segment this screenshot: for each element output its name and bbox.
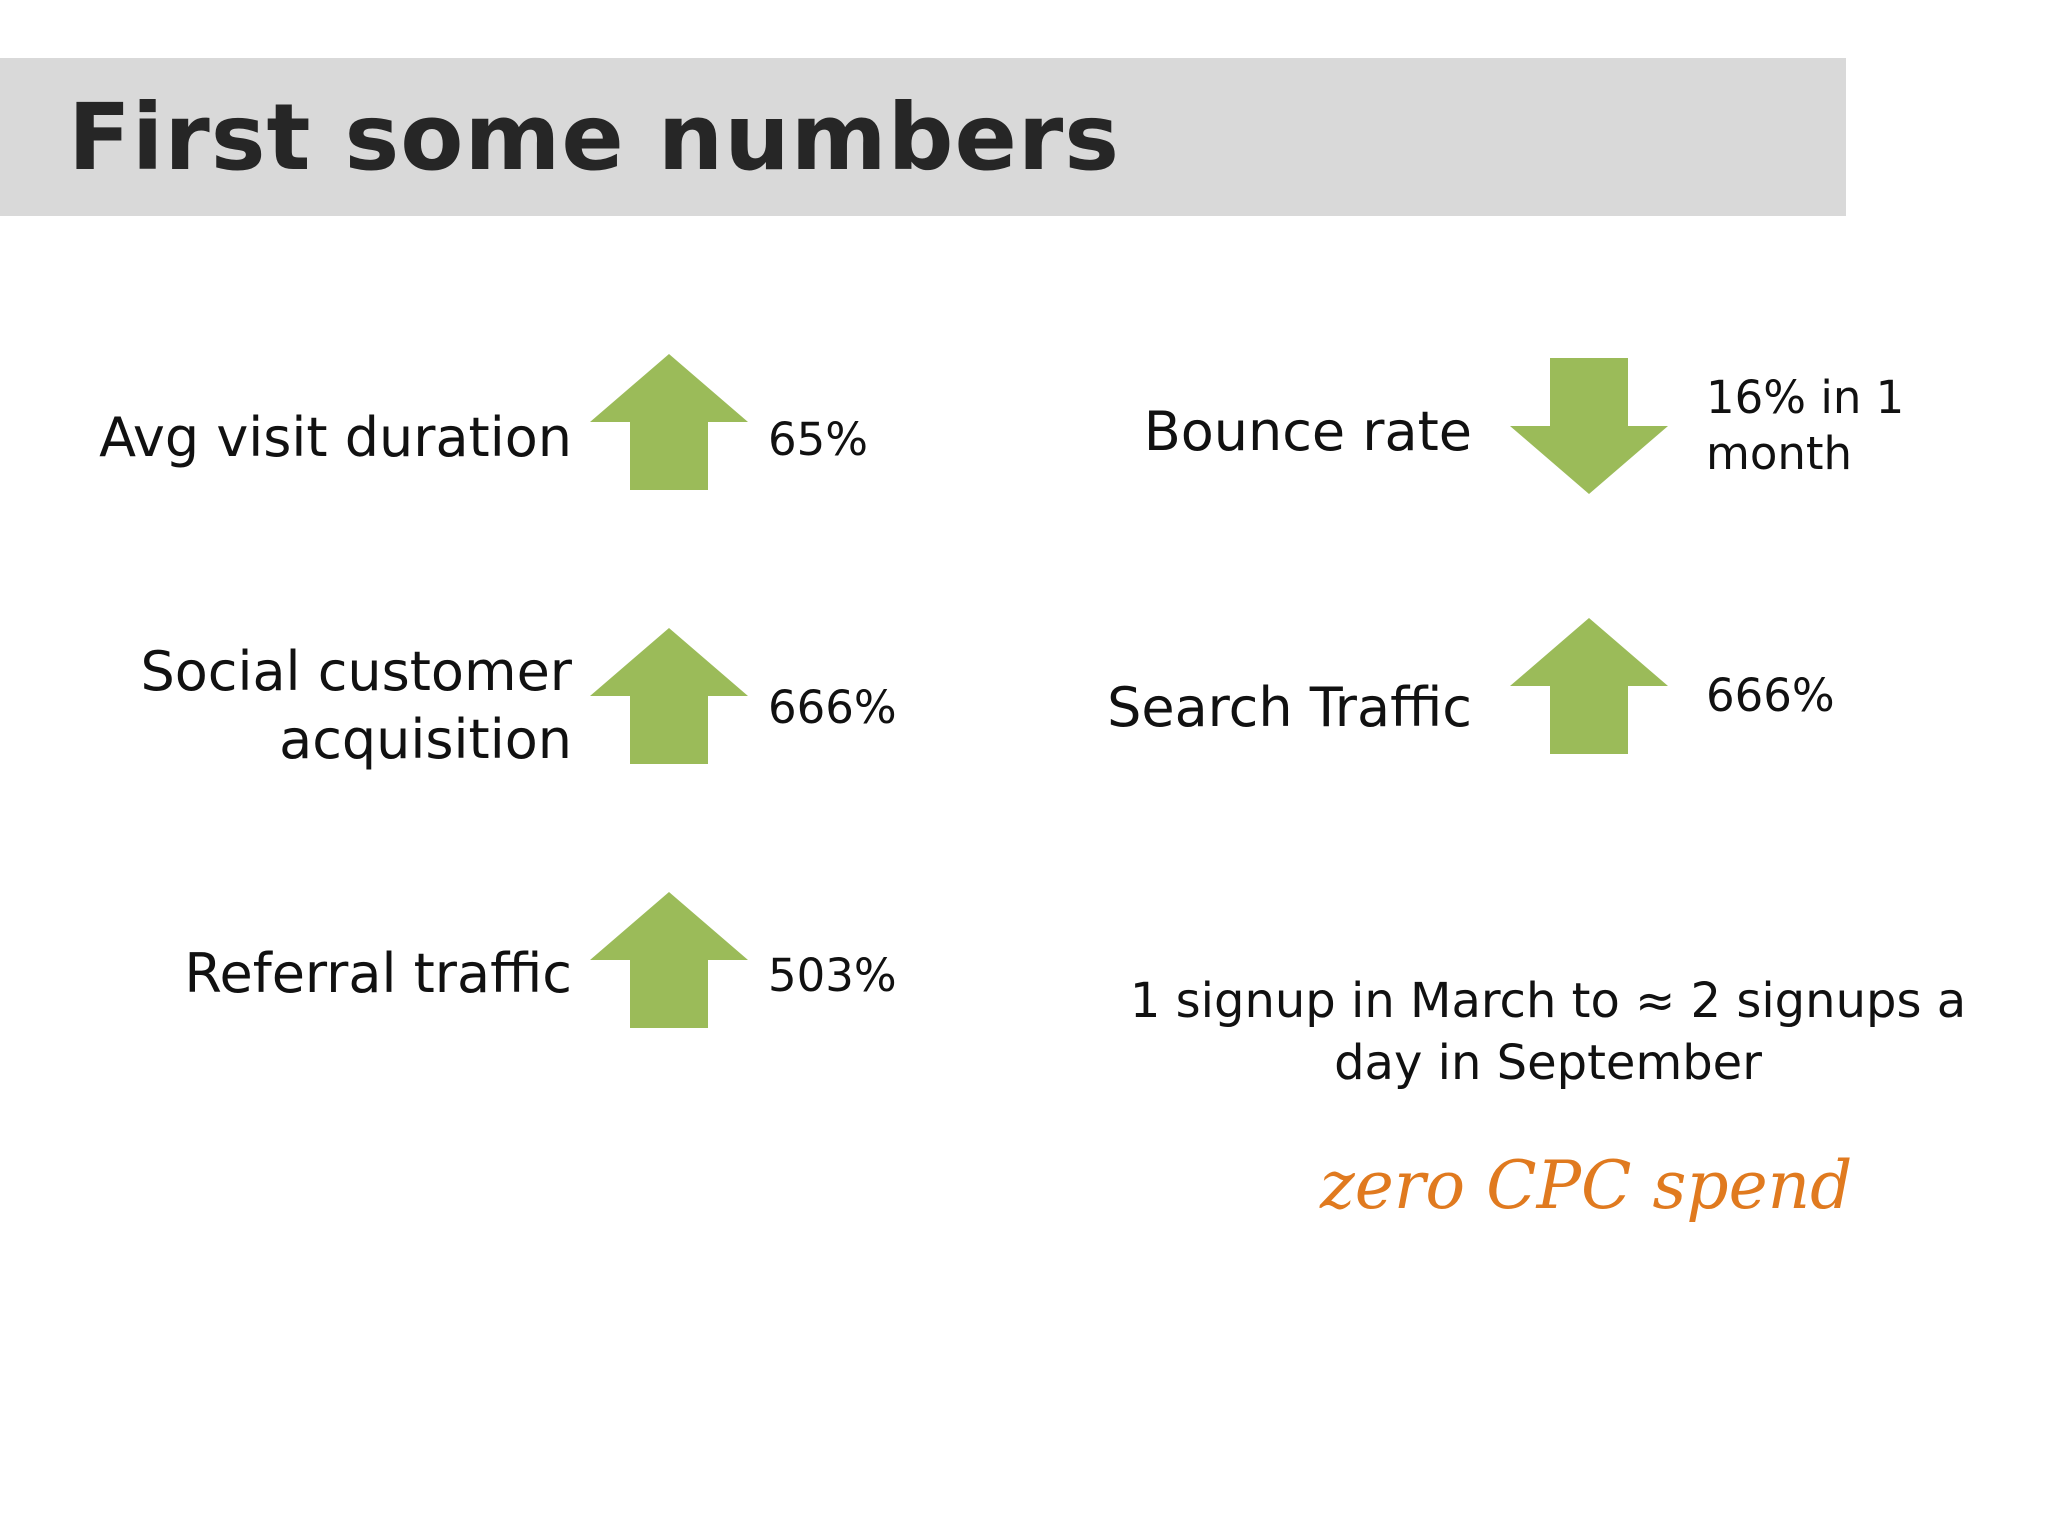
metric-value-bounce-rate: 16% in 1 month [1706, 371, 1905, 480]
metric-label-referral-traffic: Referral traffic [184, 942, 572, 1005]
title-bar [0, 58, 1846, 216]
metric-label-avg-visit-duration: Avg visit duration [99, 406, 572, 469]
cpc-note: zero CPC spend [1320, 1147, 1853, 1224]
metric-value-social-customer-acquisition: 666% [768, 681, 897, 734]
up-arrow-icon [1510, 618, 1668, 754]
metric-value-search-traffic: 666% [1706, 669, 1835, 722]
metric-label-bounce-rate: Bounce rate [1143, 400, 1472, 463]
up-arrow-icon [590, 628, 748, 764]
up-arrow-icon [590, 354, 748, 490]
up-arrow-icon [590, 892, 748, 1028]
down-arrow-icon [1510, 358, 1668, 494]
metric-value-referral-traffic: 503% [768, 949, 897, 1002]
metric-label-social-customer-acquisition: Social customer acquisition [140, 640, 572, 771]
slide-title: First some numbers [68, 84, 1121, 191]
metric-label-search-traffic: Search Traffic [1107, 676, 1472, 739]
signup-note: 1 signup in March to ≈ 2 signups a day i… [1129, 973, 1967, 1091]
metric-value-avg-visit-duration: 65% [768, 413, 869, 466]
